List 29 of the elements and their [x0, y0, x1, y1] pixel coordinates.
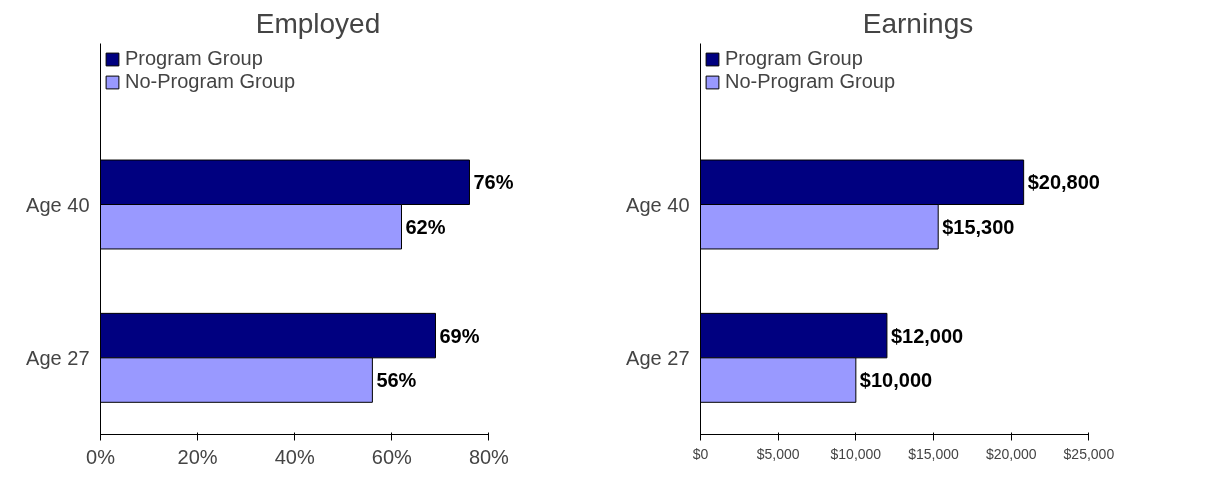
- data-label: $12,000: [890, 324, 964, 347]
- y-tick-label: Age 27: [26, 346, 90, 369]
- x-tick-label: $0: [692, 445, 709, 462]
- x-tick-label: 60%: [371, 445, 413, 468]
- y-tick-label: Age 40: [626, 193, 690, 216]
- chart-title: Earnings: [862, 7, 974, 39]
- data-label: $10,000: [859, 369, 933, 392]
- x-tick-label: $25,000: [1063, 445, 1115, 462]
- x-tick-label: 40%: [274, 445, 315, 468]
- x-tick-label: $5,000: [756, 445, 800, 462]
- data-label: 76%: [473, 171, 514, 194]
- legend-label: Program Group: [125, 47, 263, 70]
- x-tick-label: 80%: [468, 445, 510, 468]
- y-tick-label: Age 27: [626, 346, 690, 369]
- data-label: $20,800: [1027, 171, 1100, 194]
- data-label: $15,300: [942, 215, 1015, 238]
- chart-title: Employed: [255, 7, 381, 39]
- x-tick-label: $20,000: [985, 445, 1037, 462]
- y-tick-label: Age 40: [26, 193, 90, 216]
- legend-label: No-Program Group: [125, 70, 296, 93]
- x-tick-label: 20%: [177, 445, 218, 468]
- data-label: 69%: [439, 324, 480, 347]
- x-tick-label: $10,000: [830, 445, 882, 462]
- legend-label: No-Program Group: [725, 70, 896, 93]
- legend-label: Program Group: [725, 47, 863, 70]
- data-label: 62%: [405, 215, 446, 238]
- data-label: 56%: [376, 369, 417, 392]
- x-tick-label: 0%: [86, 445, 116, 468]
- x-tick-label: $15,000: [908, 445, 960, 462]
